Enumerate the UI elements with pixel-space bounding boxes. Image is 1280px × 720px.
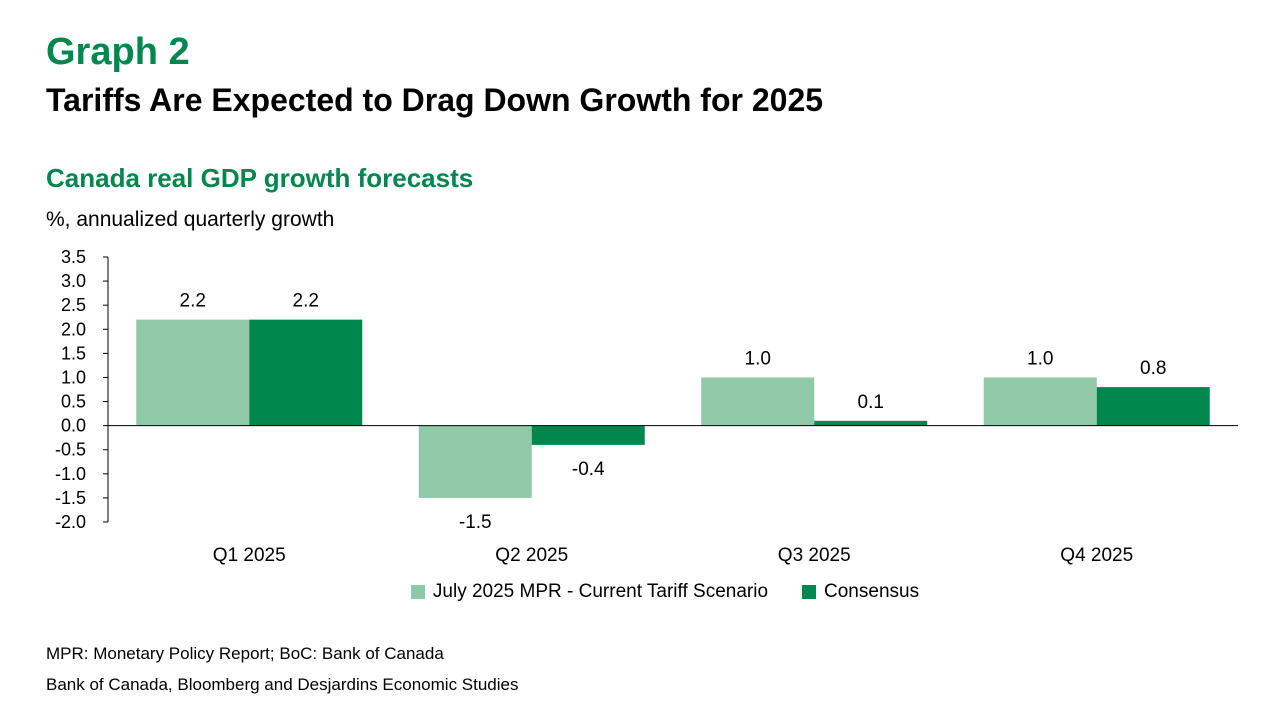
- sources-note: Bank of Canada, Bloomberg and Desjardins…: [46, 675, 519, 694]
- y-tick-label: -2.0: [55, 512, 86, 532]
- y-tick-label: 1.5: [61, 343, 86, 363]
- y-tick-label: 3.0: [61, 271, 86, 291]
- data-label: 2.2: [180, 291, 206, 312]
- x-category-label: Q3 2025: [778, 545, 851, 566]
- data-label: 1.0: [1027, 348, 1053, 369]
- bar-consensus: [1096, 387, 1210, 426]
- y-tick-label: -1.0: [55, 464, 86, 484]
- y-tick-label: 3.5: [61, 247, 86, 267]
- bar-consensus: [814, 420, 928, 426]
- bar-mpr: [701, 377, 815, 426]
- y-tick-label: 2.5: [61, 295, 86, 315]
- y-tick-label: 1.0: [61, 367, 86, 387]
- y-tick-label: 2.0: [61, 319, 86, 339]
- abbreviations-note: MPR: Monetary Policy Report; BoC: Bank o…: [46, 644, 444, 663]
- data-label: 2.2: [293, 291, 319, 312]
- bar-mpr: [418, 425, 532, 498]
- data-label: 0.8: [1140, 358, 1166, 379]
- legend-swatch-consensus: [802, 585, 817, 599]
- legend-item-consensus: Consensus: [802, 578, 919, 606]
- graph-label: Graph 2: [46, 31, 190, 73]
- x-category-label: Q2 2025: [495, 545, 568, 566]
- data-label: -1.5: [459, 512, 492, 533]
- bar-consensus: [249, 319, 363, 426]
- chart-legend: July 2025 MPR - Current Tariff Scenario …: [25, 578, 1280, 606]
- legend-label-consensus: Consensus: [824, 581, 920, 602]
- bar-mpr: [983, 377, 1097, 426]
- y-tick-label: 0.5: [61, 392, 86, 412]
- chart-units-label: %, annualized quarterly growth: [46, 208, 335, 231]
- chart-title: Canada real GDP growth forecasts: [46, 163, 474, 193]
- page-title: Tariffs Are Expected to Drag Down Growth…: [46, 82, 824, 118]
- y-tick-label: -1.5: [55, 488, 86, 508]
- legend-label-mpr: July 2025 MPR - Current Tariff Scenario: [432, 581, 769, 602]
- bar-mpr: [136, 319, 250, 426]
- data-label: -0.4: [572, 459, 605, 480]
- x-category-label: Q4 2025: [1060, 545, 1133, 566]
- y-tick-label: -0.5: [55, 440, 86, 460]
- legend-swatch-mpr: [410, 585, 425, 599]
- bar-consensus: [531, 425, 645, 445]
- x-category-label: Q1 2025: [213, 545, 286, 566]
- legend-item-mpr: July 2025 MPR - Current Tariff Scenario: [410, 578, 769, 606]
- data-label: 0.1: [858, 392, 884, 413]
- y-tick-label: 0.0: [61, 416, 86, 436]
- data-label: 1.0: [745, 348, 771, 369]
